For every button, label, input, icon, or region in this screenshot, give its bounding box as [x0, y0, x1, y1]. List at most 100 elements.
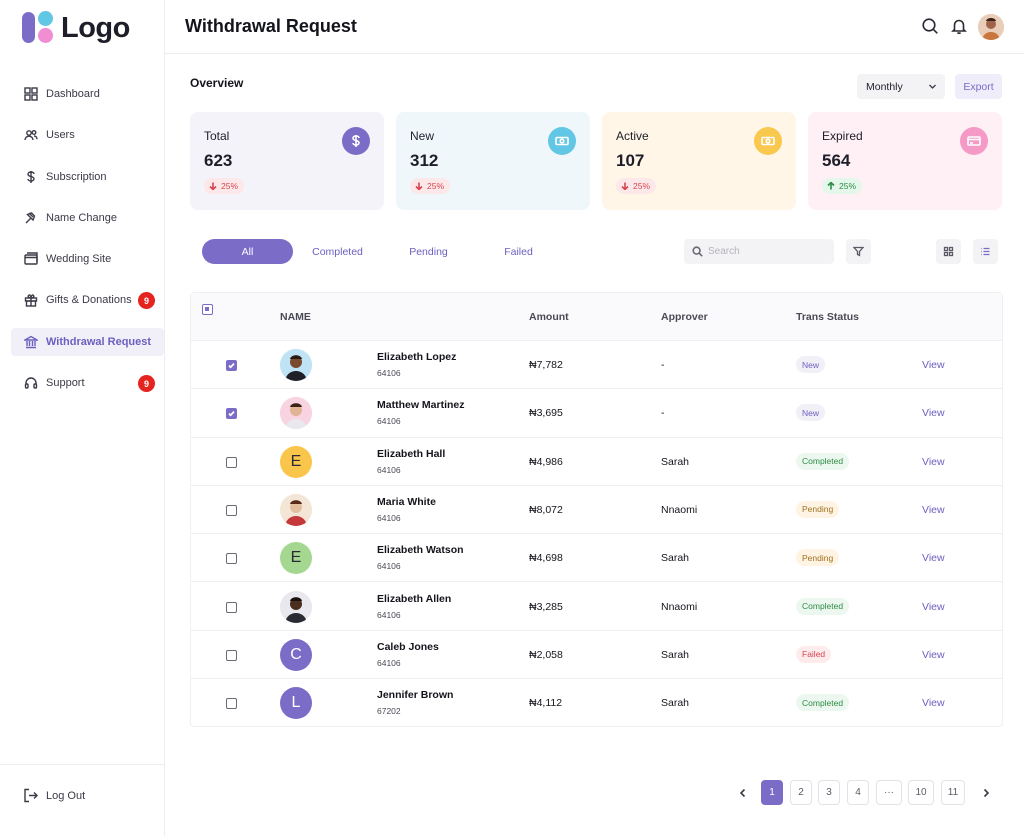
- table-row: E Elizabeth Hall 64106 ₦4,986 Sarah Completed…: [191, 438, 1002, 486]
- arrow-down-icon: [621, 182, 629, 190]
- sidebar-item-label: Withdrawal Request: [46, 335, 152, 348]
- user-id: 64106: [377, 657, 401, 668]
- next-page-button[interactable]: [980, 786, 992, 798]
- search-input[interactable]: [708, 246, 828, 257]
- status-badge: Completed: [796, 694, 850, 712]
- arrow-up-icon: [827, 182, 835, 190]
- column-header-name[interactable]: NAME: [280, 311, 311, 323]
- status-badge: Pending: [796, 500, 840, 518]
- page-button[interactable]: 2: [790, 780, 812, 805]
- user-id: 64106: [377, 609, 401, 620]
- user-id: 64106: [377, 512, 401, 523]
- stat-change-value: 25%: [427, 181, 445, 191]
- view-link[interactable]: View: [922, 359, 945, 371]
- logout-label: Log Out: [46, 789, 86, 802]
- search-icon[interactable]: [921, 17, 941, 37]
- view-link[interactable]: View: [922, 697, 945, 710]
- view-link[interactable]: View: [922, 503, 945, 516]
- row-checkbox[interactable]: [226, 553, 237, 565]
- row-checkbox[interactable]: [226, 698, 237, 710]
- user-name: Elizabeth Allen: [377, 592, 452, 605]
- status-badge: New: [796, 356, 826, 373]
- approver: Sarah: [661, 697, 690, 710]
- page-button[interactable]: 10: [908, 780, 934, 805]
- row-checkbox[interactable]: [226, 456, 237, 468]
- column-header-amount[interactable]: Amount: [529, 311, 569, 323]
- stat-change-value: 25%: [839, 181, 857, 191]
- chevron-right-icon: [983, 788, 990, 798]
- status-badge: Failed: [796, 645, 832, 663]
- page-button[interactable]: 11: [941, 780, 965, 805]
- cash-icon: [754, 127, 782, 155]
- row-checkbox[interactable]: [226, 601, 237, 613]
- bell-icon[interactable]: [950, 17, 970, 37]
- logout-button[interactable]: Log Out: [23, 788, 85, 803]
- page-button[interactable]: 1: [761, 780, 783, 805]
- list-icon: [981, 247, 990, 256]
- cash-icon: [548, 127, 576, 155]
- stat-card-value: 312: [410, 151, 439, 170]
- view-link[interactable]: View: [922, 552, 945, 565]
- user-id: 67202: [377, 706, 401, 717]
- sidebar-item-subscription[interactable]: Subscription: [11, 163, 164, 191]
- tab-pending[interactable]: Pending: [409, 245, 448, 258]
- avatar-initial: C: [290, 645, 302, 663]
- select-all-checkbox[interactable]: [202, 304, 213, 315]
- sidebar-item-gifts-donations[interactable]: Gifts & Donations 9: [11, 286, 164, 314]
- page-title: Withdrawal Request: [185, 16, 357, 36]
- row-checkbox[interactable]: [226, 360, 237, 371]
- sidebar-item-name-change[interactable]: Name Change: [11, 204, 164, 232]
- view-link[interactable]: View: [922, 455, 945, 468]
- dollar-icon: [23, 169, 38, 184]
- view-link[interactable]: View: [922, 648, 945, 661]
- grid-view-button[interactable]: [936, 239, 961, 264]
- tab-completed[interactable]: Completed: [312, 245, 363, 258]
- avatar[interactable]: [978, 14, 1004, 40]
- page-button[interactable]: 3: [818, 780, 840, 805]
- column-header-status[interactable]: Trans Status: [796, 311, 860, 323]
- sidebar-item-dashboard[interactable]: Dashboard: [11, 80, 164, 108]
- prev-page-button[interactable]: [737, 786, 749, 798]
- sidebar-item-label: Dashboard: [46, 88, 100, 100]
- sidebar-item-wedding-site[interactable]: Wedding Site: [11, 245, 164, 273]
- avatar-initial: E: [290, 549, 302, 567]
- tab-failed[interactable]: Failed: [504, 245, 533, 258]
- page-button[interactable]: 4: [847, 780, 869, 805]
- table-header: NAME Amount Approver Trans Status: [191, 293, 1002, 341]
- user-name: Elizabeth Watson: [377, 544, 464, 557]
- view-link[interactable]: View: [922, 600, 945, 613]
- filter-button[interactable]: [846, 239, 871, 264]
- logo[interactable]: Logo: [22, 11, 130, 45]
- list-view-button[interactable]: [973, 239, 998, 264]
- approver: Nnaomi: [661, 503, 698, 516]
- row-checkbox[interactable]: [226, 504, 237, 516]
- users-icon: [23, 128, 38, 143]
- sidebar-item-support[interactable]: Support 9: [11, 369, 164, 397]
- row-checkbox[interactable]: [226, 408, 237, 420]
- stat-change-badge: 25%: [204, 178, 245, 194]
- sidebar-item-withdrawal-request[interactable]: Withdrawal Request: [11, 327, 164, 356]
- amount: ₦4,112: [529, 697, 563, 710]
- user-id: 64106: [377, 464, 401, 475]
- page-ellipsis[interactable]: ···: [876, 780, 902, 805]
- export-button[interactable]: Export: [955, 74, 1002, 99]
- row-checkbox[interactable]: [226, 649, 237, 661]
- user-id: 64106: [377, 561, 401, 572]
- view-link[interactable]: View: [922, 407, 945, 420]
- sidebar-item-users[interactable]: Users: [11, 121, 164, 149]
- arrow-down-icon: [415, 182, 423, 190]
- stat-change-badge: 25%: [822, 178, 863, 194]
- stat-change-badge: 25%: [616, 178, 657, 194]
- column-header-approver[interactable]: Approver: [661, 311, 708, 323]
- sidebar-item-label: Name Change: [46, 211, 117, 224]
- stat-change-value: 25%: [633, 181, 651, 191]
- period-select[interactable]: Monthly: [857, 74, 945, 99]
- tab-all[interactable]: All: [202, 239, 293, 264]
- user-id: 64106: [377, 416, 401, 427]
- amount: ₦4,986: [529, 455, 563, 468]
- sidebar-item-label: Users: [46, 129, 75, 142]
- sidebar-item-label: Subscription: [46, 170, 107, 183]
- stat-card-total: Total 623 25%: [190, 112, 384, 210]
- avatar: E: [280, 445, 312, 478]
- approver: -: [661, 407, 665, 420]
